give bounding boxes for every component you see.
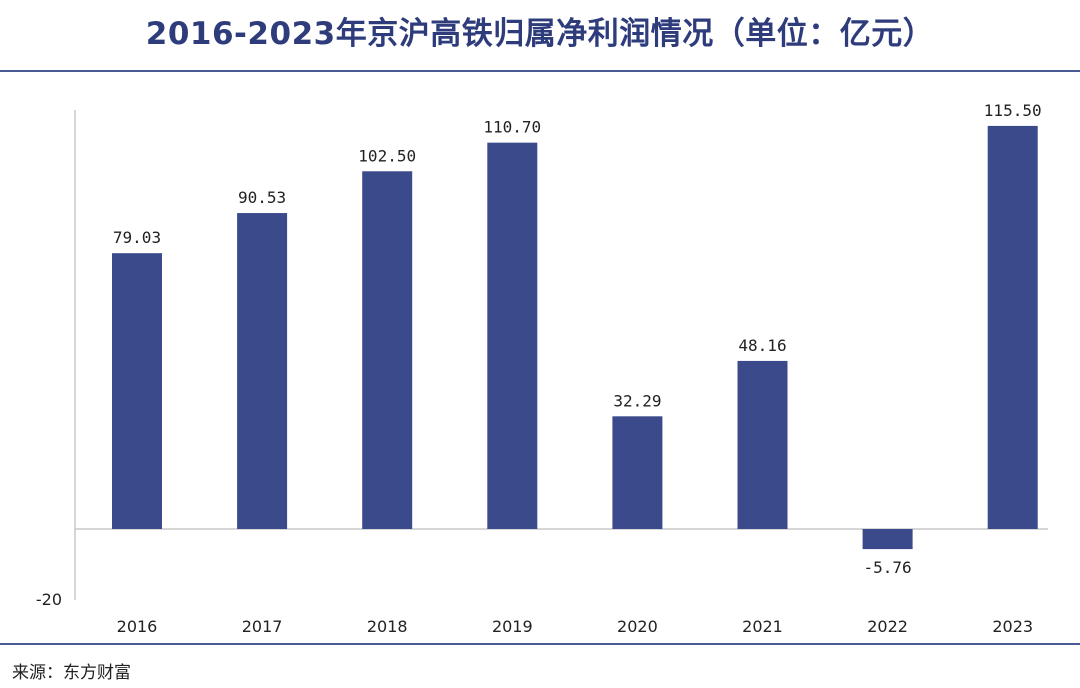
bar-2023 [987, 125, 1038, 529]
data-label: 48.16 [738, 336, 786, 355]
x-tick-label: 2019 [492, 617, 533, 636]
data-label: 102.50 [358, 146, 416, 165]
source-note: 来源：东方财富 [12, 663, 131, 683]
bar-2018 [362, 171, 413, 529]
bar-2019 [487, 142, 538, 530]
data-label: 32.29 [613, 391, 661, 410]
data-label: 110.70 [483, 118, 541, 137]
x-tick-label: 2021 [742, 617, 783, 636]
y-tick-label: -20 [36, 590, 62, 609]
data-label: -5.76 [864, 558, 912, 577]
data-label: 115.50 [984, 101, 1042, 120]
x-tick-label: 2017 [242, 617, 283, 636]
x-tick-label: 2020 [617, 617, 658, 636]
bar-2022 [862, 529, 913, 550]
bar-2016 [112, 253, 162, 529]
bar-2017 [237, 213, 288, 529]
x-tick-label: 2018 [367, 617, 408, 636]
x-tick-label: 2023 [992, 617, 1033, 636]
data-label: 90.53 [238, 188, 286, 207]
data-label: 79.03 [113, 228, 161, 247]
chart-title: 2016-2023年京沪高铁归属净利润情况（单位：亿元） [145, 16, 935, 52]
x-tick-label: 2022 [867, 617, 908, 636]
bar-2021 [737, 360, 788, 529]
title-rule [0, 70, 1080, 72]
footer-rule [0, 643, 1080, 645]
bar-2020 [612, 416, 663, 529]
x-tick-label: 2016 [117, 617, 158, 636]
